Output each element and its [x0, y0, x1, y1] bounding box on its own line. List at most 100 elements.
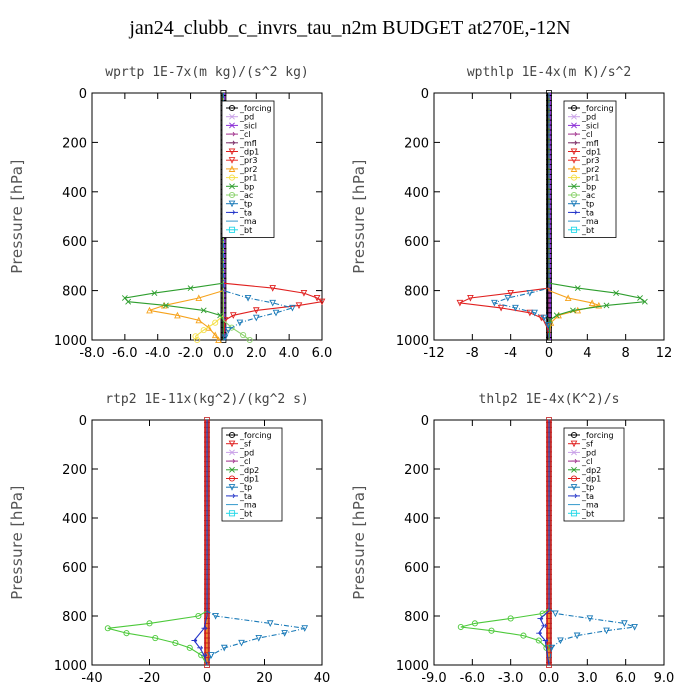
series-ta: [191, 420, 208, 666]
legend-marker: [229, 466, 235, 473]
x-tick-label: -8.0: [79, 346, 104, 361]
data-point: [544, 322, 552, 329]
legend-marker: [228, 148, 236, 156]
y-tick-label: 1000: [396, 334, 429, 349]
x-tick-label: 6.0: [615, 671, 636, 686]
legend-marker: [228, 157, 236, 164]
y-tick-label: 200: [62, 136, 87, 151]
legend-label: _ta: [239, 208, 252, 217]
legend-marker: [570, 440, 578, 448]
series-line: [548, 93, 601, 341]
data-point: [207, 652, 215, 659]
legend-marker: [570, 510, 578, 517]
data-point: [221, 334, 229, 342]
legend-marker: [228, 165, 236, 172]
series-line: [457, 93, 550, 341]
data-point: [552, 610, 559, 618]
panel-title: rtp2 1E-11x(kg^2)/(kg^2 s): [105, 392, 309, 407]
data-point: [456, 299, 464, 307]
legend-marker: [228, 510, 236, 517]
legend-label: _ac: [239, 191, 253, 200]
legend-marker: [228, 104, 236, 112]
series-tp: [548, 420, 638, 666]
legend-label: _pd: [239, 113, 254, 122]
data-point: [104, 625, 111, 632]
legend: _forcing_sf_pd_cl_dp2_dp1_tp_ta_ma_bt: [221, 427, 283, 522]
x-tick-label: 0: [203, 671, 211, 686]
x-tick-label: -6.0: [460, 671, 485, 686]
legend-marker: [570, 157, 578, 164]
x-tick-label: 40: [314, 671, 331, 686]
data-point: [531, 309, 538, 317]
data-point: [504, 294, 512, 302]
legend-label: _bp: [581, 182, 596, 191]
figure-title: jan24_clubb_c_invrs_tau_n2m BUDGET at270…: [128, 17, 570, 39]
data-point: [146, 306, 153, 314]
chart-panel-3: rtp2 1E-11x(kg^2)/(kg^2 s) Pressure [hPa]…: [8, 392, 330, 686]
legend-label: _bt: [581, 226, 594, 235]
legend-marker: [571, 210, 578, 215]
data-point: [507, 290, 514, 297]
data-point: [295, 302, 303, 310]
legend-label: _forcing: [581, 431, 614, 440]
data-point: [526, 309, 534, 317]
data-point: [201, 652, 208, 658]
x-tick-label: 12: [656, 346, 673, 361]
y-tick-label: 600: [62, 561, 87, 576]
panel-title: thlp2 1E-4x(K^2)/s: [479, 392, 620, 407]
data-point: [586, 615, 594, 623]
legend-label: _forcing: [239, 431, 272, 440]
legend: _forcing_pd_sicl_cl_mfl_dp1_pr3_pr2_pr1_…: [563, 100, 617, 238]
data-point: [163, 302, 169, 309]
data-point: [255, 635, 263, 642]
series-bp: [547, 93, 648, 341]
series-line: [492, 93, 550, 341]
data-point: [200, 327, 207, 334]
plot-frame: [91, 92, 323, 341]
series-line: [194, 93, 224, 341]
legend-label: _cl: [581, 130, 593, 139]
y-tick-label: 400: [404, 512, 429, 527]
y-axis-label: Pressure [hPa]: [8, 485, 26, 600]
legend-label: _ta: [581, 492, 594, 501]
data-point: [146, 620, 153, 627]
data-point: [197, 645, 203, 651]
legend-label: _ma: [239, 501, 257, 510]
y-tick-label: 600: [62, 235, 87, 250]
data-point: [246, 336, 253, 344]
legend-label: _sicl: [239, 121, 257, 130]
data-point: [603, 302, 610, 309]
data-point: [300, 290, 308, 297]
data-point: [595, 301, 603, 309]
x-tick-label: -3.0: [498, 671, 523, 686]
y-axis-label: Pressure [hPa]: [350, 485, 368, 600]
legend-marker: [571, 140, 578, 146]
legend-label: _dp2: [239, 466, 259, 475]
legend-label: _pd: [581, 113, 596, 122]
data-point: [289, 304, 296, 312]
legend-label: _cl: [239, 457, 251, 466]
legend-marker: [571, 458, 578, 464]
data-point: [621, 620, 628, 627]
legend-label: _dp1: [239, 475, 259, 484]
data-point: [174, 311, 181, 319]
legend-marker: [229, 131, 236, 137]
data-point: [217, 312, 224, 319]
y-tick-label: 800: [62, 285, 87, 300]
legend-label: _pd: [239, 448, 254, 457]
y-axis-label: Pressure [hPa]: [8, 159, 26, 274]
legend-label: _ta: [239, 492, 252, 501]
legend-marker: [229, 183, 235, 190]
series-dp1: [456, 93, 551, 341]
legend-marker: [570, 484, 578, 491]
y-tick-label: 400: [62, 186, 87, 201]
panel-title: wprtp 1E-7x(m kg)/(s^2 kg): [105, 65, 309, 80]
data-point: [537, 616, 544, 621]
x-tick-label: 20: [256, 671, 273, 686]
y-tick-label: 800: [404, 610, 429, 625]
legend-label: _bt: [581, 509, 594, 518]
legend-marker: [571, 122, 577, 129]
x-tick-label: -40: [81, 671, 102, 686]
series-dp1: [457, 420, 550, 666]
legend-label: _tp: [239, 483, 252, 492]
